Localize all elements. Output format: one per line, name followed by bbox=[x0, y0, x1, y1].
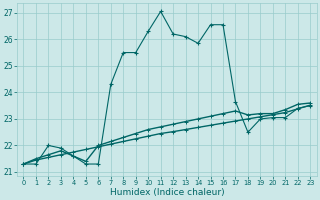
X-axis label: Humidex (Indice chaleur): Humidex (Indice chaleur) bbox=[109, 188, 224, 197]
